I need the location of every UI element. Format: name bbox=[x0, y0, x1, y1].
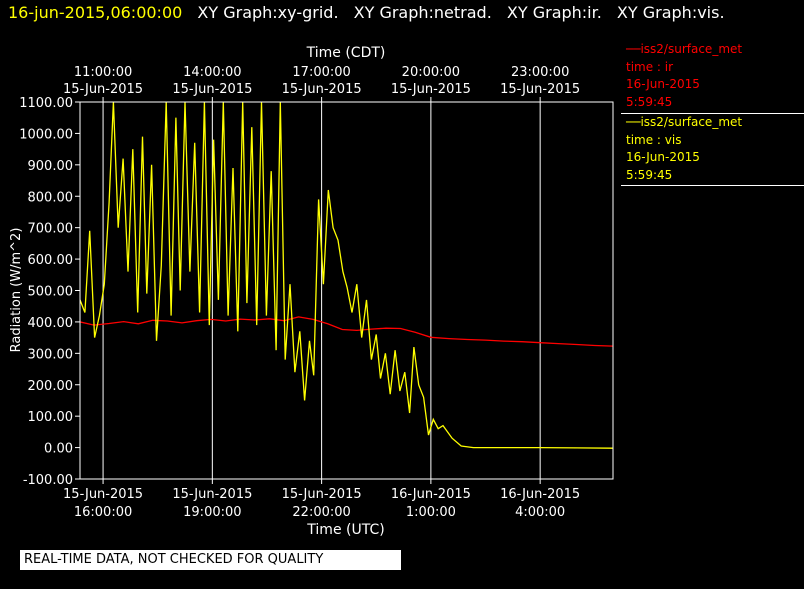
x-tick-label-top-time: 20:00:00 bbox=[402, 65, 460, 80]
x-tick-label-top-time: 17:00:00 bbox=[292, 65, 350, 80]
graph-name-xy-grid[interactable]: XY Graph:xy-grid. bbox=[197, 3, 339, 22]
y-axis-title: Radiation (W/m^2) bbox=[9, 228, 24, 353]
x-tick-label-time: 22:00:00 bbox=[292, 505, 350, 520]
legend-time-vis: 5:59:45 bbox=[626, 167, 673, 182]
x-tick-label-top-time: 14:00:00 bbox=[183, 65, 241, 80]
legend-date-ir: 16-Jun-2015 bbox=[626, 77, 700, 91]
y-tick-label: -100.00 bbox=[23, 473, 73, 488]
x-tick-label-date: 16-Jun-2015 bbox=[500, 487, 580, 502]
y-tick-label: 100.00 bbox=[28, 410, 74, 425]
x-tick-label-time: 4:00:00 bbox=[515, 505, 565, 520]
y-tick-label: 800.00 bbox=[28, 190, 74, 205]
legend: ──iss2/surface_met time : ir 16-Jun-2015… bbox=[621, 38, 804, 186]
y-tick-label: 600.00 bbox=[28, 253, 74, 268]
legend-entry-vis[interactable]: ──iss2/surface_met time : vis 16-Jun-201… bbox=[621, 114, 804, 184]
top-axis-title: Time (CDT) bbox=[306, 45, 386, 61]
x-tick-label-top-date: 15-Jun-2015 bbox=[391, 82, 471, 97]
bottom-axis-title: Time (UTC) bbox=[306, 522, 384, 538]
x-tick-label-top-time: 11:00:00 bbox=[74, 65, 132, 80]
legend-separator bbox=[621, 185, 804, 186]
y-tick-label: 500.00 bbox=[28, 285, 74, 300]
legend-vars-ir: time : ir bbox=[626, 59, 674, 74]
x-tick-label-time: 19:00:00 bbox=[183, 505, 241, 520]
label-layer: Time (CDT) Time (UTC) Radiation (W/m^2) bbox=[9, 45, 385, 538]
y-tick-label: 0.00 bbox=[44, 442, 73, 457]
x-tick-label-date: 16-Jun-2015 bbox=[391, 487, 471, 502]
y-tick-label: 200.00 bbox=[28, 379, 74, 394]
title-bar: 16-jun-2015,06:00:00 XY Graph:xy-grid. X… bbox=[8, 2, 725, 24]
x-tick-label-date: 15-Jun-2015 bbox=[172, 487, 252, 502]
graph-name-ir[interactable]: XY Graph:ir. bbox=[506, 3, 602, 22]
legend-series-vis: ──iss2/surface_met bbox=[626, 115, 743, 129]
legend-vars-vis: time : vis bbox=[626, 132, 682, 147]
y-tick-label: 300.00 bbox=[28, 347, 74, 362]
x-tick-label-top-time: 23:00:00 bbox=[511, 65, 569, 80]
timestamp-label: 16-jun-2015,06:00:00 bbox=[8, 3, 183, 22]
y-tick-label: 700.00 bbox=[28, 222, 74, 237]
legend-separator bbox=[621, 113, 804, 114]
series-layer bbox=[80, 102, 613, 449]
y-tick-label: 900.00 bbox=[28, 159, 74, 174]
graph-name-netrad[interactable]: XY Graph:netrad. bbox=[353, 3, 492, 22]
series-line-time-vis bbox=[80, 102, 613, 449]
x-tick-label-time: 1:00:00 bbox=[406, 505, 456, 520]
y-tick-label: 1000.00 bbox=[19, 127, 73, 142]
legend-dash-ir: ── bbox=[626, 42, 641, 56]
x-tick-label-date: 15-Jun-2015 bbox=[63, 487, 143, 502]
graph-name-vis[interactable]: XY Graph:vis. bbox=[616, 3, 725, 22]
quality-notice: REAL-TIME DATA, NOT CHECKED FOR QUALITY bbox=[20, 550, 401, 570]
x-tick-label-top-date: 15-Jun-2015 bbox=[63, 82, 143, 97]
x-tick-label-top-date: 15-Jun-2015 bbox=[282, 82, 362, 97]
legend-series-ir: ──iss2/surface_met bbox=[626, 42, 743, 56]
legend-dash-vis: ── bbox=[626, 115, 641, 129]
x-tick-label-time: 16:00:00 bbox=[74, 505, 132, 520]
x-tick-label-top-date: 15-Jun-2015 bbox=[500, 82, 580, 97]
grid-layer bbox=[102, 102, 541, 479]
axes-layer: -100.00 0.00 100.00 200.00 300.00 400.00 500.0… bbox=[19, 65, 614, 520]
legend-entry-ir[interactable]: ──iss2/surface_met time : ir 16-Jun-2015… bbox=[621, 41, 804, 111]
legend-date-vis: 16-Jun-2015 bbox=[626, 150, 700, 164]
x-tick-label-top-date: 15-Jun-2015 bbox=[172, 82, 252, 97]
legend-time-ir: 5:59:45 bbox=[626, 94, 673, 109]
series-line-time-ir bbox=[80, 316, 613, 347]
y-tick-label: 1100.00 bbox=[19, 96, 73, 111]
x-tick-label-date: 15-Jun-2015 bbox=[282, 487, 362, 502]
y-tick-label: 400.00 bbox=[28, 316, 74, 331]
